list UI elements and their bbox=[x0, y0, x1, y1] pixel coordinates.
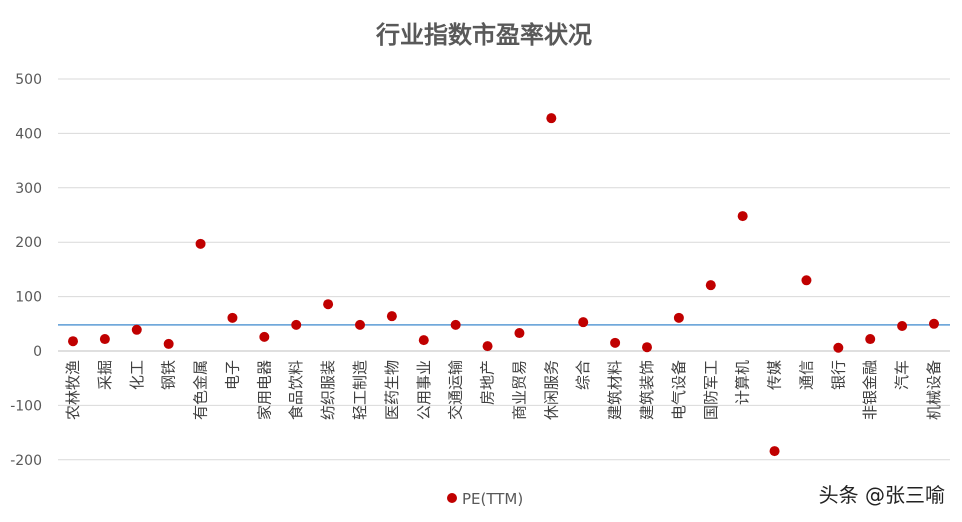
x-category-label: 电气设备 bbox=[670, 360, 688, 420]
x-category-label: 建筑材料 bbox=[606, 360, 624, 420]
data-point bbox=[673, 312, 684, 323]
y-tick-label: -100 bbox=[10, 398, 42, 414]
data-point bbox=[769, 446, 780, 457]
data-point bbox=[418, 335, 429, 346]
data-point bbox=[705, 280, 716, 291]
data-point bbox=[131, 324, 142, 335]
data-point bbox=[610, 337, 621, 348]
x-category-label: 国防军工 bbox=[702, 360, 720, 420]
y-tick-label: 100 bbox=[15, 290, 42, 306]
data-point bbox=[737, 211, 748, 222]
x-category-label: 通信 bbox=[797, 360, 815, 390]
data-point bbox=[801, 275, 812, 286]
legend-label: PE(TTM) bbox=[462, 490, 523, 508]
legend-marker bbox=[447, 493, 457, 503]
data-point bbox=[482, 341, 493, 352]
chart-title: 行业指数市盈率状况 bbox=[375, 21, 592, 49]
x-category-label: 有色金属 bbox=[192, 360, 210, 420]
y-tick-label: 200 bbox=[15, 235, 42, 251]
x-category-label: 商业贸易 bbox=[510, 360, 528, 420]
x-category-label: 农林牧渔 bbox=[64, 360, 82, 420]
x-category-label: 银行 bbox=[829, 360, 847, 390]
x-category-label: 化工 bbox=[128, 360, 146, 390]
x-category-label: 轻工制造 bbox=[351, 360, 369, 420]
y-tick-label: -200 bbox=[10, 453, 42, 469]
y-tick-label: 400 bbox=[15, 126, 42, 142]
data-point bbox=[195, 238, 206, 249]
x-category-label: 休闲服务 bbox=[542, 360, 560, 420]
x-category-label: 汽车 bbox=[893, 360, 911, 390]
data-point bbox=[865, 334, 876, 345]
watermark: 头条 @张三喻 bbox=[819, 483, 945, 507]
data-point bbox=[642, 342, 652, 353]
data-point bbox=[546, 113, 557, 124]
x-category-label: 建筑装饰 bbox=[638, 360, 656, 420]
x-category-label: 综合 bbox=[574, 360, 592, 390]
data-point bbox=[99, 334, 110, 345]
data-point bbox=[514, 328, 525, 339]
x-category-label: 计算机 bbox=[734, 360, 752, 405]
x-category-label: 机械设备 bbox=[925, 360, 943, 420]
data-point bbox=[386, 311, 397, 322]
y-tick-label: 0 bbox=[33, 344, 42, 360]
x-category-label: 传媒 bbox=[766, 360, 784, 390]
x-category-label: 采掘 bbox=[96, 360, 114, 390]
y-tick-label: 300 bbox=[15, 181, 42, 197]
data-point bbox=[163, 338, 174, 349]
data-point bbox=[450, 319, 461, 330]
x-category-label: 家用电器 bbox=[255, 360, 273, 420]
x-category-label: 医药生物 bbox=[383, 360, 401, 420]
x-category-label: 钢铁 bbox=[160, 360, 178, 390]
x-category-label: 交通运输 bbox=[447, 360, 465, 420]
data-point bbox=[259, 331, 270, 342]
data-point bbox=[355, 319, 365, 330]
legend: PE(TTM) bbox=[447, 490, 523, 508]
data-point bbox=[929, 318, 939, 329]
data-point bbox=[897, 320, 908, 331]
x-category-label: 非银金融 bbox=[861, 360, 879, 420]
data-point bbox=[578, 317, 589, 328]
y-tick-label: 500 bbox=[15, 72, 42, 88]
data-point bbox=[291, 319, 302, 330]
data-point bbox=[68, 336, 78, 347]
data-point bbox=[323, 299, 334, 310]
x-category-label: 食品饮料 bbox=[287, 360, 305, 420]
x-category-label: 电子 bbox=[223, 360, 241, 390]
data-point bbox=[833, 342, 844, 353]
x-category-label: 纺织服装 bbox=[319, 360, 337, 420]
x-category-label: 公用事业 bbox=[415, 360, 433, 420]
data-point bbox=[227, 312, 238, 323]
x-category-label: 房地产 bbox=[479, 360, 497, 405]
